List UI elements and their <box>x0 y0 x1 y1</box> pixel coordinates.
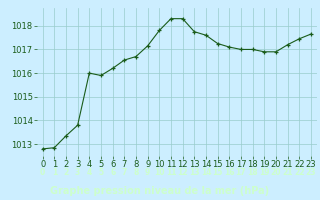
Text: 20: 20 <box>271 168 281 177</box>
Text: 15: 15 <box>212 168 223 177</box>
Text: 1: 1 <box>52 168 57 177</box>
Text: 13: 13 <box>189 168 200 177</box>
Text: 0: 0 <box>40 168 45 177</box>
Text: 12: 12 <box>177 168 188 177</box>
Text: 21: 21 <box>282 168 293 177</box>
Text: 17: 17 <box>236 168 246 177</box>
Text: 5: 5 <box>99 168 104 177</box>
Text: 6: 6 <box>110 168 115 177</box>
Text: 9: 9 <box>145 168 150 177</box>
Text: 23: 23 <box>306 168 316 177</box>
Text: 10: 10 <box>154 168 164 177</box>
Text: 22: 22 <box>294 168 305 177</box>
Text: 4: 4 <box>87 168 92 177</box>
Text: 2: 2 <box>63 168 68 177</box>
Text: 19: 19 <box>259 168 269 177</box>
Text: Graphe pression niveau de la mer (hPa): Graphe pression niveau de la mer (hPa) <box>51 186 269 196</box>
Text: 16: 16 <box>224 168 235 177</box>
Text: 14: 14 <box>201 168 211 177</box>
Text: 3: 3 <box>75 168 80 177</box>
Text: 11: 11 <box>166 168 176 177</box>
Text: 8: 8 <box>133 168 139 177</box>
Text: 7: 7 <box>122 168 127 177</box>
Text: 18: 18 <box>247 168 258 177</box>
